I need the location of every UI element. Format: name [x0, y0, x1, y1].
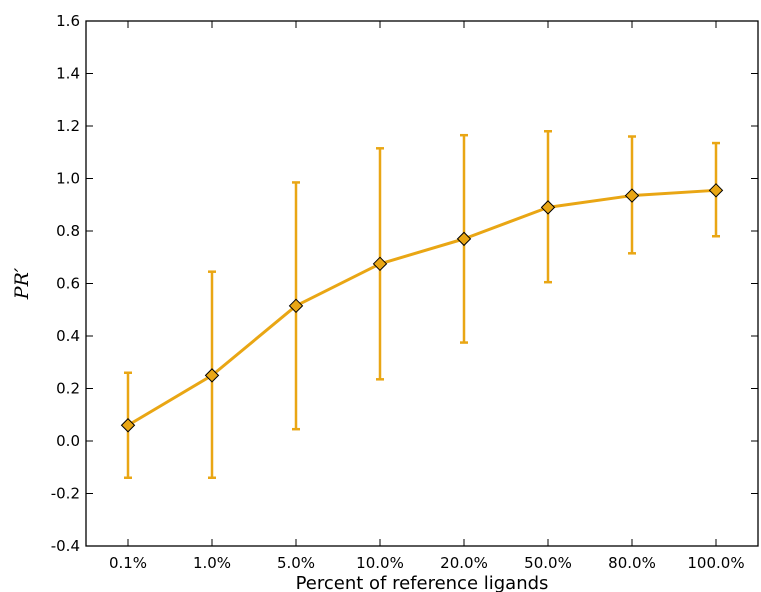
x-tick-label: 0.1% [109, 554, 147, 572]
y-tick-label: 1.0 [56, 170, 80, 188]
error-bars [124, 130, 720, 479]
x-tick-label: 50.0% [524, 554, 572, 572]
data-point-marker [204, 368, 220, 383]
y-tick-label: 1.2 [56, 117, 80, 135]
x-axis-ticks: 0.1% 1.0% 5.0% 10.0% 20.0% 50.0% 80.0% 100.0% [109, 21, 745, 572]
data-markers [120, 183, 724, 433]
data-point-marker [708, 183, 724, 198]
x-tick-label: 100.0% [687, 554, 744, 572]
data-point-marker [540, 200, 556, 215]
data-point-marker [456, 231, 472, 247]
x-tick-label: 1.0% [193, 554, 231, 572]
x-tick-label: 80.0% [608, 554, 656, 572]
y-tick-label: -0.2 [51, 485, 80, 503]
y-tick-label: 0.6 [56, 275, 80, 293]
y-axis-ticks: -0.4 -0.2 0.0 0.2 0.4 0.6 0.8 1.0 1.2 1.4 1.6 [51, 12, 758, 555]
x-tick-label: 20.0% [440, 554, 488, 572]
data-point-marker [120, 418, 136, 433]
y-tick-label: 0.4 [56, 327, 80, 345]
x-tick-label: 10.0% [356, 554, 404, 572]
data-point-marker [288, 298, 304, 314]
x-axis-label: Percent of reference ligands [296, 573, 549, 592]
y-axis-label: PR′ [11, 267, 33, 300]
y-tick-label: 0.0 [56, 432, 80, 450]
y-tick-label: 1.4 [56, 65, 80, 83]
y-tick-label: 0.8 [56, 222, 80, 240]
data-point-marker [372, 256, 388, 272]
y-tick-label: -0.4 [51, 537, 80, 555]
data-point-marker [624, 188, 640, 203]
y-tick-label: 0.2 [56, 380, 80, 398]
series-line [127, 188, 717, 427]
y-tick-label: 1.6 [56, 12, 80, 30]
x-tick-label: 5.0% [277, 554, 315, 572]
plot-frame [85, 20, 759, 547]
series-line-group [127, 188, 717, 427]
